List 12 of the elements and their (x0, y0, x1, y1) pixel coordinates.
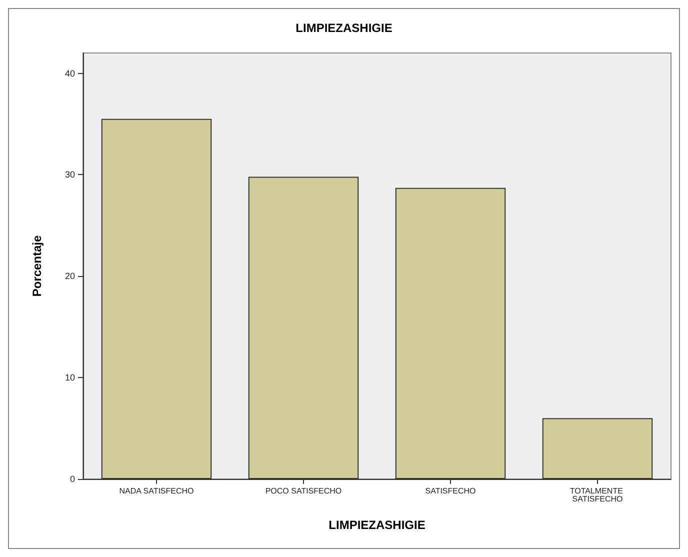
chart-title: LIMPIEZASHIGIE (296, 21, 392, 35)
y-tick-label: 10 (64, 372, 75, 383)
y-tick-label: 20 (64, 271, 75, 282)
y-axis-title: Porcentaje (30, 234, 44, 297)
x-axis-title: LIMPIEZASHIGIE (328, 518, 426, 532)
x-tick-label: TOTALMENTE SATISFECHO (570, 486, 626, 504)
x-tick-label: SATISFECHO (425, 486, 476, 496)
y-tick-label: 40 (64, 68, 75, 78)
y-tick-label: 30 (64, 170, 75, 180)
x-tick-label: NADA SATISFECHO (119, 486, 194, 496)
y-tick-label: 0 (70, 474, 75, 484)
x-tick-label: POCO SATISFECHO (265, 486, 342, 496)
